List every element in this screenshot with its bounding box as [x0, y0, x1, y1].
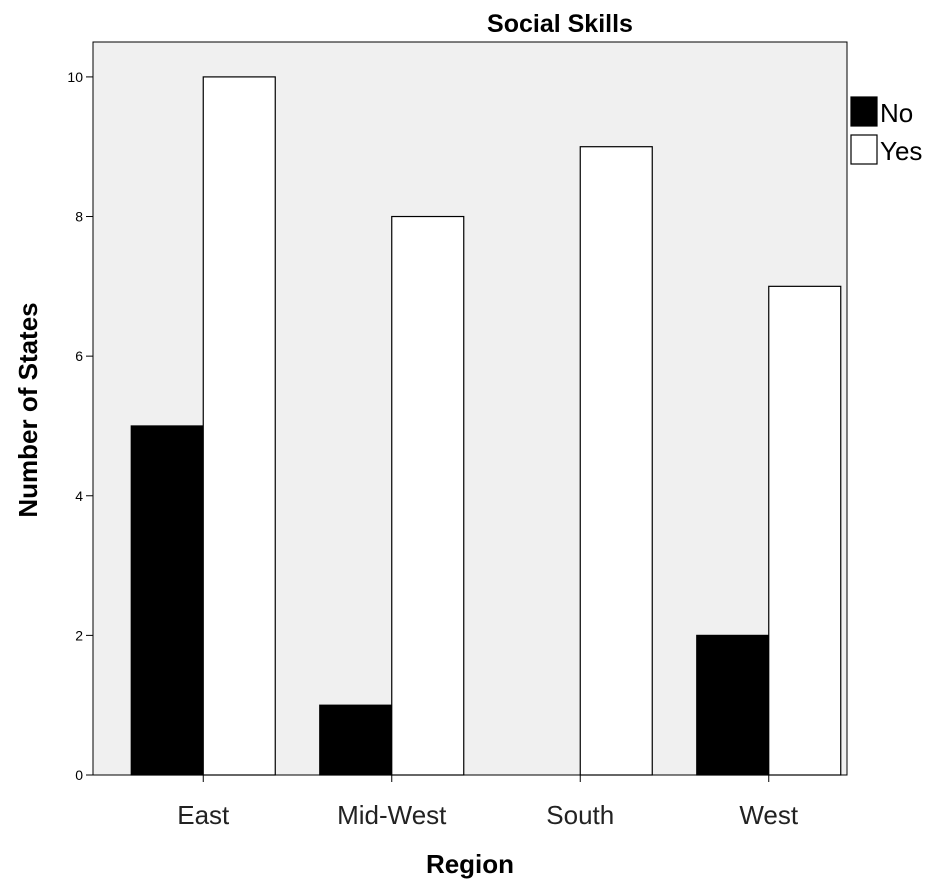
- x-tick-label: South: [546, 800, 614, 830]
- bar-west-no: [696, 634, 770, 776]
- y-tick-label: 0: [75, 767, 83, 783]
- legend-label-yes: Yes: [880, 136, 922, 166]
- legend-label-no: No: [880, 98, 913, 128]
- bar-south-yes: [579, 146, 653, 776]
- bar-east-yes: [202, 76, 276, 776]
- bar-mid-west-yes: [391, 215, 465, 776]
- x-axis: East Mid-West South West: [177, 775, 799, 830]
- y-axis-title: Number of States: [13, 302, 43, 517]
- y-tick-label: 4: [75, 488, 83, 504]
- bar-mid-west-no: [319, 704, 393, 776]
- chart-title: Social Skills: [487, 10, 633, 38]
- bar-west-yes: [768, 285, 842, 776]
- y-tick-label: 10: [67, 69, 83, 85]
- y-tick-label: 8: [75, 209, 83, 225]
- y-tick-label: 2: [75, 627, 83, 643]
- y-tick-label: 6: [75, 348, 83, 364]
- bars-layer: [130, 76, 842, 776]
- x-tick-label: West: [739, 800, 799, 830]
- legend: No Yes: [850, 96, 922, 166]
- x-tick-label: East: [177, 800, 230, 830]
- y-axis: 0 2 4 6 8 10: [67, 69, 93, 783]
- bar-east-no: [130, 425, 204, 776]
- legend-swatch-yes: [850, 134, 878, 165]
- legend-swatch-no: [850, 96, 878, 127]
- x-axis-title: Region: [426, 849, 514, 879]
- x-tick-label: Mid-West: [337, 800, 447, 830]
